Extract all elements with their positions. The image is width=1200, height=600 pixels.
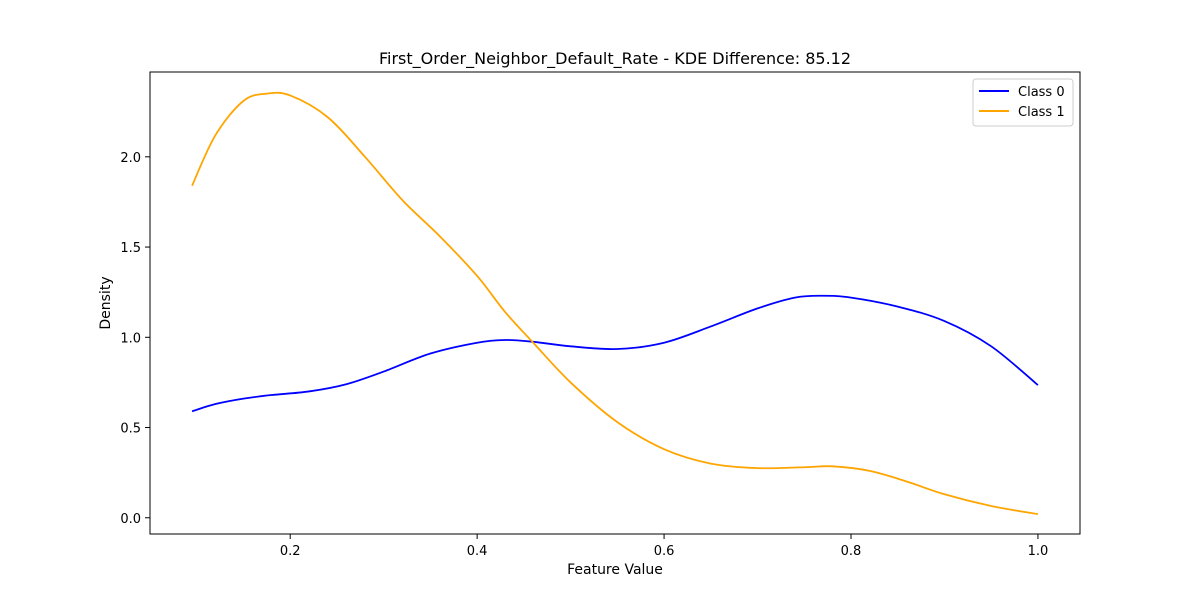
legend: Class 0 Class 1 [972,78,1074,127]
x-tick-label: 0.4 [467,544,488,559]
y-axis-label: Density [98,276,114,329]
series-layer [191,91,1039,516]
plot-area [150,72,1080,534]
legend-label-class-0: Class 0 [1018,85,1065,100]
x-tick-label: 1.0 [1028,544,1049,559]
x-axis-label: Feature Value [567,562,663,578]
chart-title: First_Order_Neighbor_Default_Rate - KDE … [379,49,851,69]
y-tick-label: 0.0 [120,512,141,527]
y-tick-label: 1.5 [120,241,141,256]
y-axis: 0.0 0.5 1.0 1.5 2.0 [120,151,150,527]
plot-frame [149,71,1081,535]
series-line-class-0 [191,294,1039,413]
series-line-class-1 [191,91,1039,516]
y-tick-label: 2.0 [120,151,141,166]
x-axis: 0.2 0.4 0.6 0.8 1.0 [280,534,1048,559]
y-tick-label: 1.0 [120,331,141,346]
y-tick-label: 0.5 [120,422,141,437]
x-tick-label: 0.6 [654,544,675,559]
x-tick-label: 0.2 [280,544,301,559]
legend-label-class-1: Class 1 [1018,105,1065,120]
x-tick-label: 0.8 [841,544,862,559]
